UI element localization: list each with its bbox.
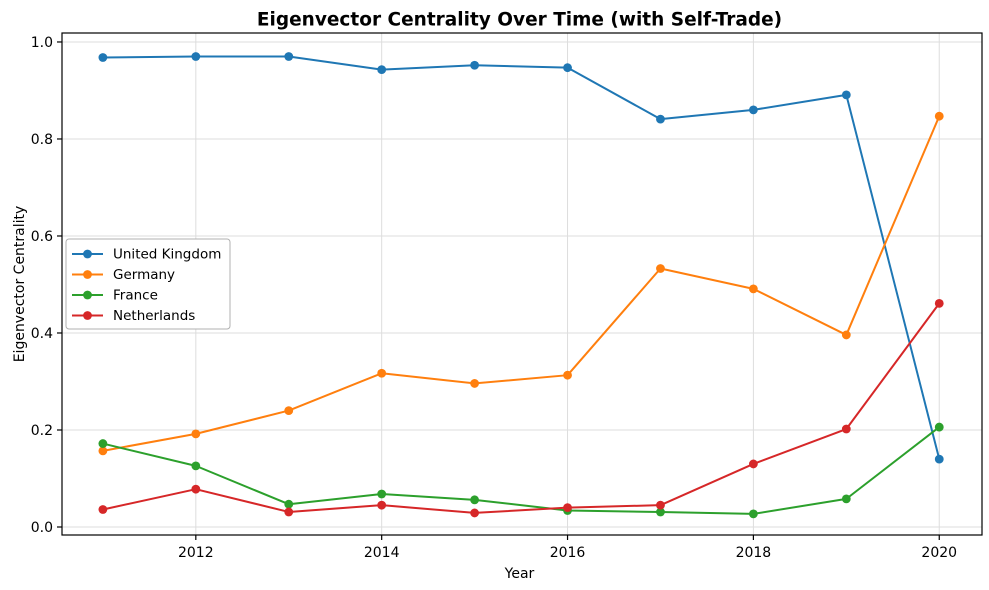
data-point-united-kingdom xyxy=(191,52,201,61)
series-line-germany xyxy=(101,115,941,452)
data-point-united-kingdom xyxy=(470,60,480,70)
y-axis-label: Eigenvector Centrality xyxy=(12,206,28,363)
data-point-netherlands xyxy=(656,500,665,510)
y-tick-label: 0.4 xyxy=(31,326,53,342)
x-tick-label: 2012 xyxy=(178,545,214,561)
legend-marker-united-kingdom xyxy=(83,249,92,259)
x-tick-label: 2014 xyxy=(364,545,400,561)
y-tick-label: 0.2 xyxy=(31,423,53,439)
series-line-france xyxy=(101,426,941,515)
data-point-united-kingdom xyxy=(934,454,944,464)
data-point-germany xyxy=(191,429,201,439)
x-axis-label: Year xyxy=(504,566,535,582)
legend-marker-france xyxy=(83,290,92,300)
data-point-netherlands xyxy=(841,424,851,434)
data-point-netherlands xyxy=(563,503,572,512)
legend-marker-netherlands xyxy=(83,311,92,320)
data-point-france xyxy=(470,495,480,505)
data-point-germany xyxy=(98,446,108,456)
data-point-germany xyxy=(377,368,387,378)
data-point-germany xyxy=(563,370,572,380)
data-point-germany xyxy=(934,111,944,121)
x-tick-label: 2016 xyxy=(550,545,586,561)
data-point-netherlands xyxy=(934,299,944,308)
data-point-germany xyxy=(841,330,851,340)
data-point-united-kingdom xyxy=(563,63,572,73)
data-point-france xyxy=(284,499,294,509)
data-point-germany xyxy=(470,379,480,388)
data-point-united-kingdom xyxy=(98,53,108,62)
data-point-united-kingdom xyxy=(841,90,851,100)
data-point-netherlands xyxy=(470,508,480,518)
data-point-germany xyxy=(284,406,294,415)
legend-marker-germany xyxy=(83,270,92,279)
data-point-france xyxy=(841,494,851,504)
legend-box xyxy=(65,238,231,330)
series-line-united-kingdom xyxy=(101,55,941,461)
y-tick-label: 0.6 xyxy=(31,229,53,245)
data-point-netherlands xyxy=(748,459,758,469)
legend-label-germany: Germany xyxy=(113,267,175,283)
plot-area: 2012 2014 2016 2018 2020 0.0 0.2 0.4 0.6 0.8 1.0 Un… xyxy=(31,32,983,561)
data-point-france xyxy=(191,461,201,471)
data-point-netherlands xyxy=(377,500,387,510)
data-point-united-kingdom xyxy=(656,114,665,124)
data-point-netherlands xyxy=(98,505,108,514)
y-tick-label: 0.8 xyxy=(31,132,53,148)
data-point-france xyxy=(934,422,944,432)
x-tick-label: 2018 xyxy=(736,545,772,561)
y-tick-label: 0.0 xyxy=(31,520,53,536)
data-point-germany xyxy=(748,284,758,294)
data-point-netherlands xyxy=(191,484,201,494)
legend-label-united-kingdom: United Kingdom xyxy=(113,247,221,263)
data-point-france xyxy=(656,507,665,517)
plot-border xyxy=(61,32,983,536)
legend-label-netherlands: Netherlands xyxy=(113,308,195,324)
data-point-france xyxy=(748,509,758,519)
legend-label-france: France xyxy=(113,288,158,304)
chart-title: Eigenvector Centrality Over Time (with S… xyxy=(257,10,782,31)
x-tick-label: 2020 xyxy=(921,545,957,561)
data-point-united-kingdom xyxy=(748,105,758,115)
data-point-united-kingdom xyxy=(377,65,387,75)
y-tick-label: 1.0 xyxy=(31,35,53,51)
data-point-united-kingdom xyxy=(284,52,294,61)
data-point-germany xyxy=(656,264,665,273)
data-point-france xyxy=(98,439,108,448)
data-point-france xyxy=(377,489,387,499)
series-line-netherlands xyxy=(101,302,941,514)
data-point-netherlands xyxy=(284,507,294,517)
